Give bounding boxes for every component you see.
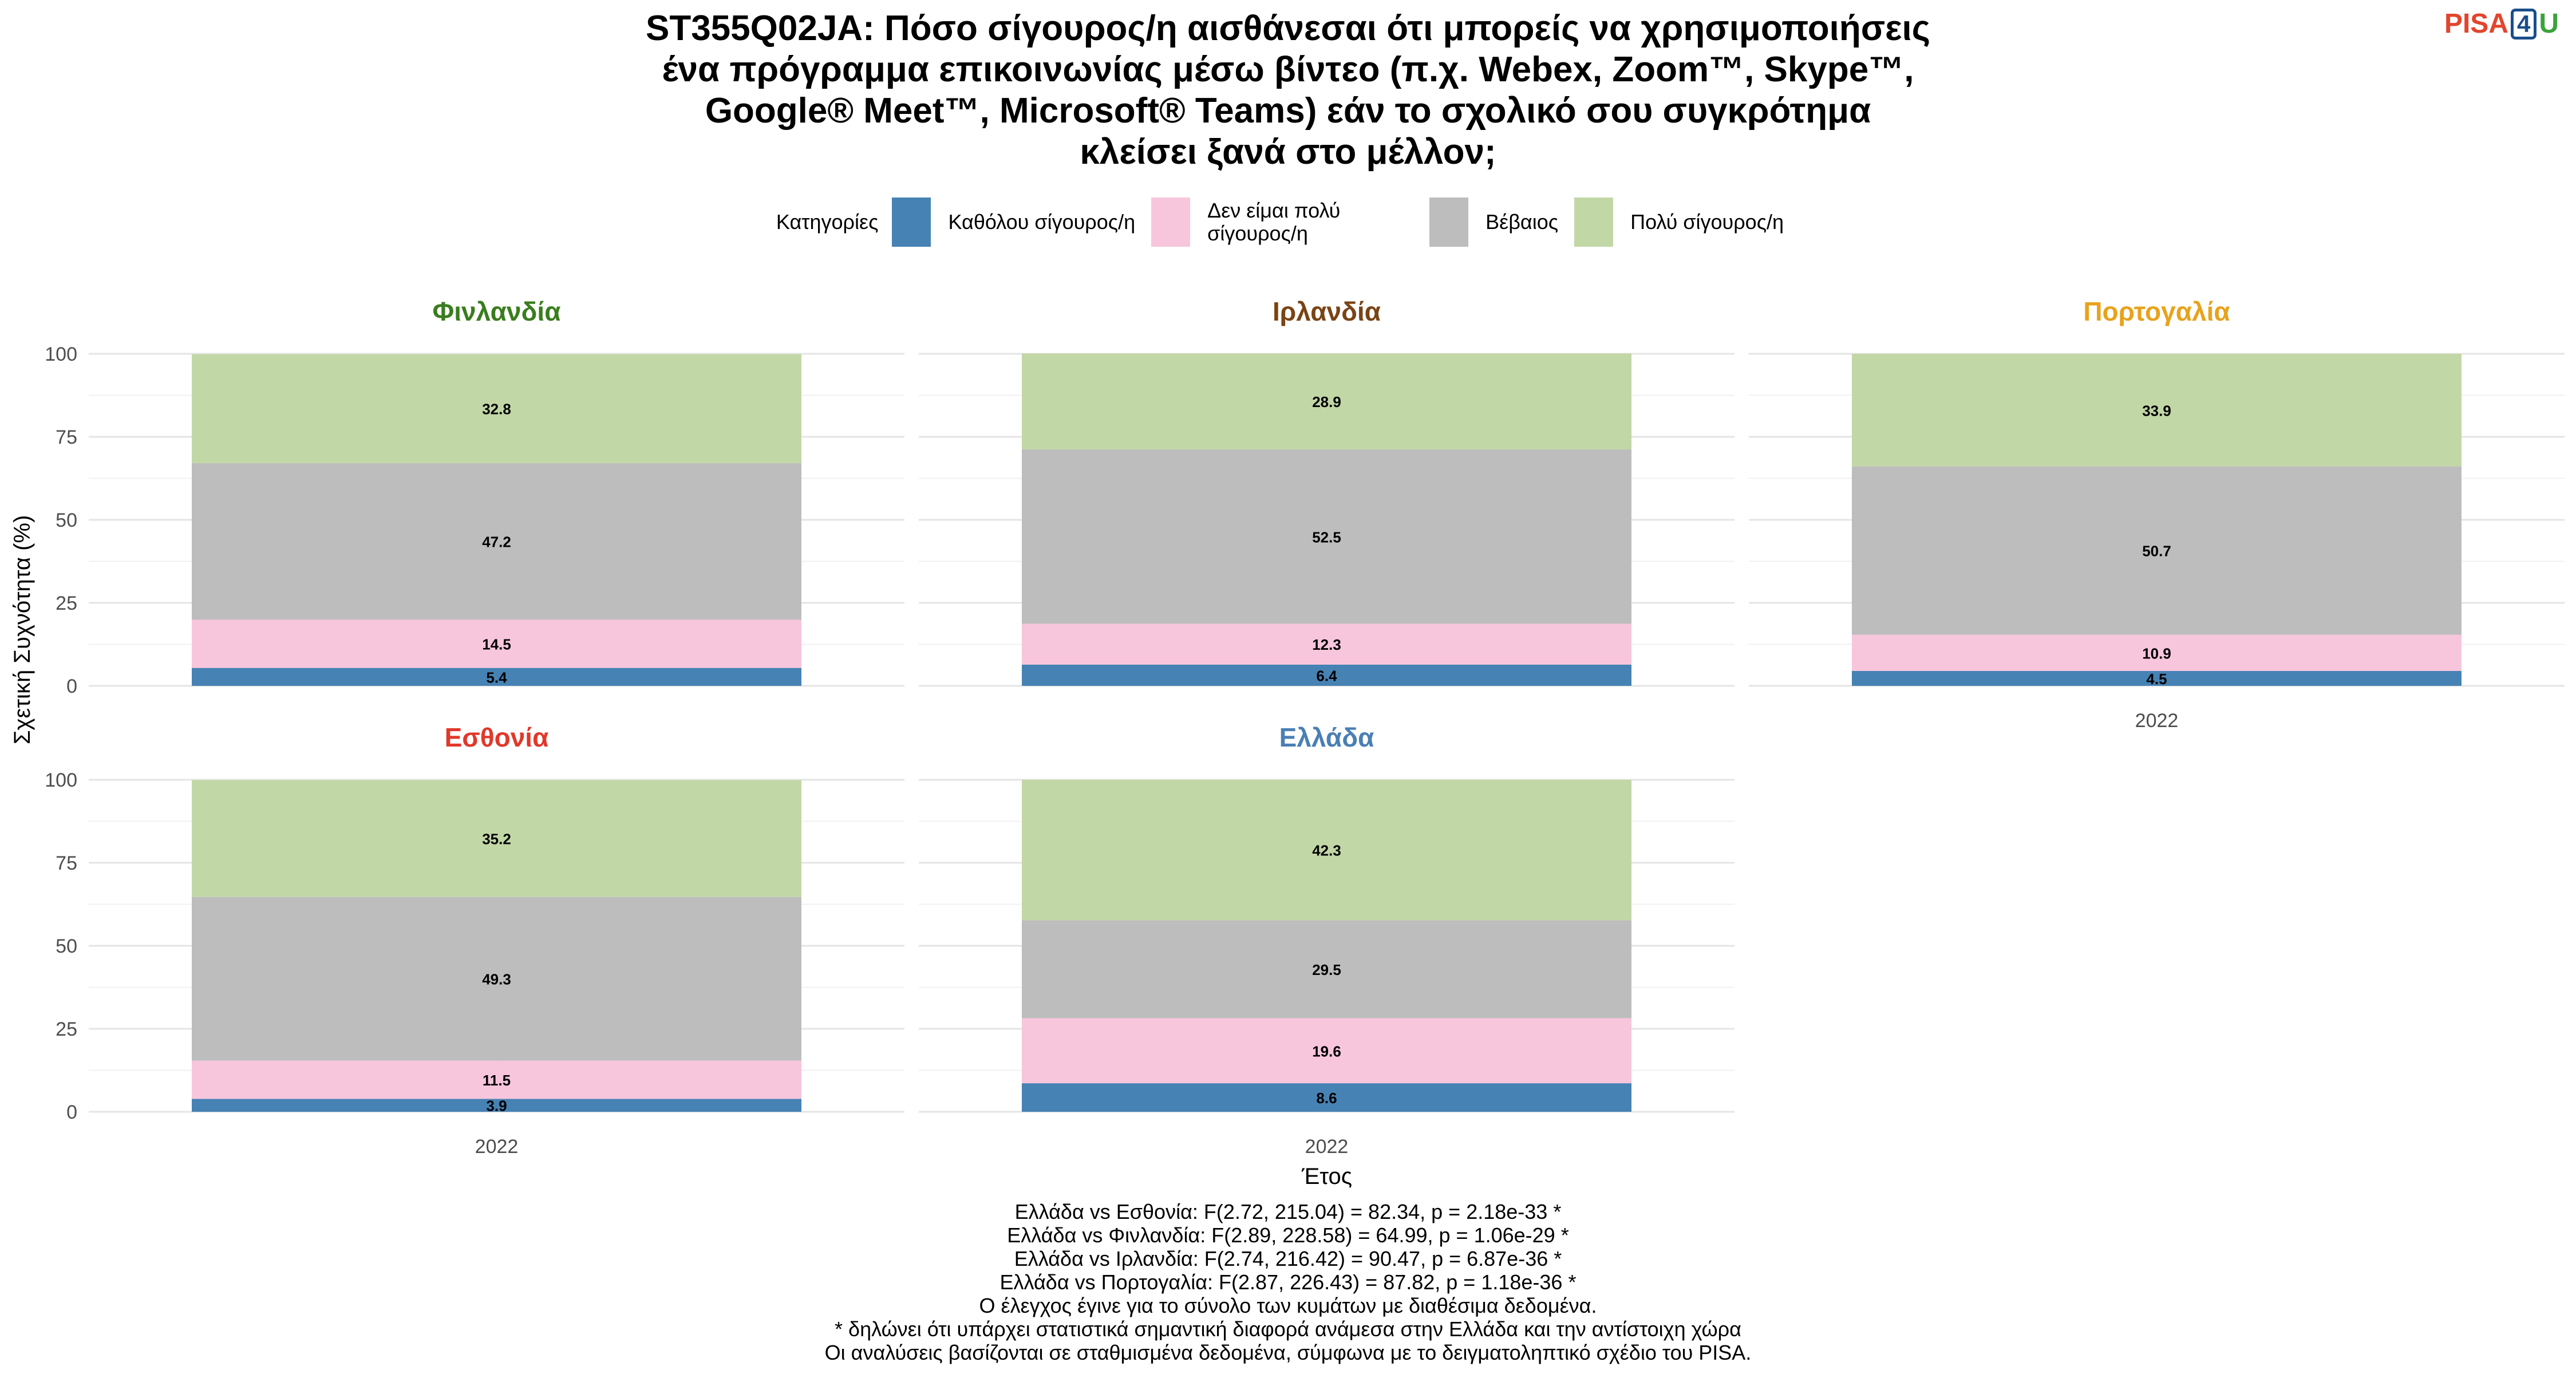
legend-item-not-very-confident: Δεν είμαι πολύ σίγουρος/η	[1151, 198, 1413, 247]
x-tick-label: 2022	[475, 1136, 519, 1158]
logo-text-u: U	[2539, 9, 2559, 39]
x-axis-title: Έτος	[1301, 1164, 1352, 1189]
bar-segment	[192, 354, 801, 463]
chart-title: ST355Q02JA: Πόσο σίγουρος/η αισθάνεσαι ό…	[0, 8, 2576, 173]
bar-segment	[1022, 1018, 1631, 1084]
legend-label: Δεν είμαι πολύ σίγουρος/η	[1207, 199, 1341, 245]
data-label: 42.3	[1312, 842, 1341, 859]
data-label: 12.3	[1312, 636, 1341, 653]
footnotes: Ελλάδα vs Εσθονία: F(2.72, 215.04) = 82.…	[0, 1200, 2576, 1364]
pisa4u-logo: PISA 4 U	[2444, 8, 2559, 40]
footnote-line: Ελλάδα vs Εσθονία: F(2.72, 215.04) = 82.…	[1014, 1200, 1562, 1223]
legend-swatch	[1151, 198, 1191, 247]
legend-swatch	[892, 198, 931, 247]
facet-title: Ελλάδα	[1279, 722, 1374, 752]
y-axis-title: Σχετική Συχνότητα (%)	[10, 515, 35, 745]
x-tick-label: 2022	[2135, 710, 2179, 732]
legend-label: Πολύ σίγουρος/η	[1630, 210, 1784, 234]
data-label: 33.9	[2142, 402, 2171, 419]
data-label: 10.9	[2142, 645, 2171, 662]
data-label: 5.4	[486, 669, 507, 686]
title-line: ST355Q02JA: Πόσο σίγουρος/η αισθάνεσαι ό…	[645, 9, 1931, 48]
bar-segment	[1022, 1083, 1631, 1112]
logo-text-4: 4	[2510, 8, 2537, 40]
bar-segment	[1022, 780, 1631, 921]
y-tick-label: 50	[56, 510, 77, 531]
bar-segment	[1022, 623, 1631, 665]
bar-segment	[192, 780, 801, 897]
legend-label: Καθόλου σίγουρος/η	[948, 210, 1136, 234]
y-tick-label: 75	[56, 852, 77, 874]
footnote-line: * δηλώνει ότι υπάρχει στατιστικά σημαντι…	[835, 1317, 1741, 1341]
y-tick-label: 75	[56, 427, 77, 448]
data-label: 8.6	[1316, 1089, 1337, 1107]
facet-title: Πορτογαλία	[2083, 297, 2230, 326]
data-label: 35.2	[482, 831, 511, 848]
bar-segment	[192, 668, 801, 686]
facet-title: Εσθονία	[445, 722, 549, 752]
legend-item-confident: Βέβαιος	[1429, 198, 1558, 247]
bar-segment	[192, 1099, 801, 1112]
y-tick-label: 25	[56, 593, 77, 614]
footnote-line: Ελλάδα vs Ιρλανδία: F(2.74, 216.42) = 90…	[1014, 1247, 1562, 1270]
legend-title: Κατηγορίες	[776, 210, 879, 234]
y-tick-label: 100	[45, 769, 77, 791]
bar-segment	[1852, 466, 2462, 635]
data-label: 32.8	[482, 401, 511, 418]
data-label: 4.5	[2146, 670, 2167, 688]
y-tick-label: 50	[56, 935, 77, 957]
footnote-line: Ελλάδα vs Πορτογαλία: F(2.87, 226.43) = …	[999, 1270, 1577, 1294]
x-tick-label: 2022	[1305, 1136, 1349, 1158]
bar-segment	[1852, 634, 2462, 671]
facet-title: Ιρλανδία	[1273, 297, 1381, 326]
data-label: 11.5	[483, 1072, 511, 1089]
legend-swatch	[1574, 198, 1614, 247]
legend-label: Βέβαιος	[1485, 210, 1559, 234]
bar-segment	[1022, 664, 1631, 686]
y-tick-label: 100	[45, 344, 77, 365]
legend-item-very-confident: Πολύ σίγουρος/η	[1574, 198, 1784, 247]
title-line: Google® Meet™, Microsoft® Teams) εάν το …	[705, 91, 1871, 131]
bar-segment	[1022, 920, 1631, 1018]
data-label: 50.7	[2142, 543, 2171, 560]
bar-segment	[1852, 670, 2462, 686]
bar-segment	[192, 619, 801, 668]
bar-segment	[192, 463, 801, 620]
data-label: 14.5	[482, 636, 511, 653]
footnote-line: Ελλάδα vs Φινλανδία: F(2.89, 228.58) = 6…	[1007, 1223, 1569, 1247]
y-tick-label: 0	[66, 676, 77, 697]
data-label: 28.9	[1312, 393, 1341, 410]
logo-text-pisa: PISA	[2444, 9, 2508, 39]
y-tick-label: 0	[66, 1101, 77, 1123]
data-label: 52.5	[1312, 528, 1341, 546]
data-label: 19.6	[1312, 1043, 1341, 1060]
bar-segment	[1852, 354, 2462, 467]
data-label: 49.3	[482, 971, 511, 988]
bar-segment	[192, 1060, 801, 1099]
bar-segment	[192, 897, 801, 1061]
bar-segment	[1022, 449, 1631, 624]
legend-swatch	[1429, 198, 1469, 247]
title-line: ένα πρόγραμμα επικοινωνίας μέσω βίντεο (…	[662, 50, 1914, 89]
facet-title: Φινλανδία	[433, 297, 561, 326]
legend-item-not-at-all-confident: Καθόλου σίγουρος/η	[892, 198, 1135, 247]
bar-segment	[1022, 353, 1631, 450]
legend: Κατηγορίες Καθόλου σίγουρος/η Δεν είμαι …	[0, 198, 2576, 247]
footnote-line: Οι αναλύσεις βασίζονται σε σταθμισμένα δ…	[824, 1341, 1752, 1364]
data-label: 29.5	[1312, 961, 1341, 978]
footnote-line: Ο έλεγχος έγινε για το σύνολο των κυμάτω…	[979, 1294, 1597, 1317]
y-tick-label: 25	[56, 1018, 77, 1040]
data-label: 47.2	[482, 534, 511, 551]
title-line: κλείσει ξανά στο μέλλον;	[1080, 132, 1496, 172]
data-label: 6.4	[1316, 667, 1337, 684]
data-label: 3.9	[486, 1097, 507, 1115]
